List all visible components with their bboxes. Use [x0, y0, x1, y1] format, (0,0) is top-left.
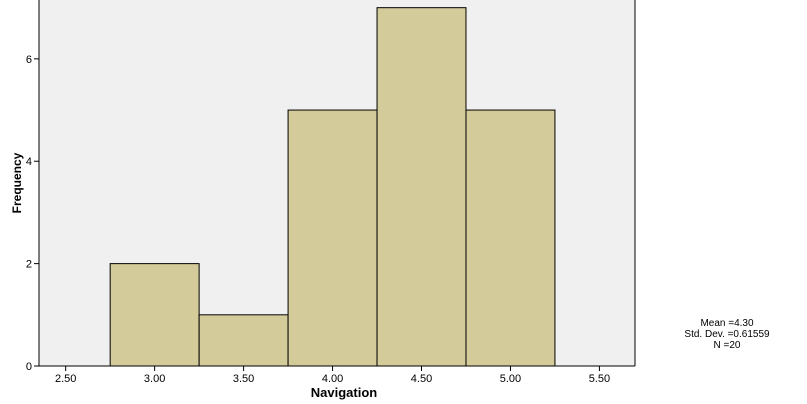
- std-dev-stat: Std. Dev. =0.61559: [684, 329, 770, 340]
- mean-stat: Mean =4.30: [700, 318, 754, 329]
- x-tick-label: 5.00: [500, 373, 521, 385]
- histogram-bar-3: [287, 109, 378, 367]
- x-tick-label: 3.50: [233, 373, 254, 385]
- stats-panel: Mean =4.30 Std. Dev. =0.61559 N =20: [657, 318, 797, 351]
- x-tick-label: 4.50: [411, 373, 432, 385]
- y-tick-label: 2: [26, 259, 32, 271]
- y-tick-label: 0: [26, 361, 32, 373]
- histogram-bar-5: [465, 109, 556, 367]
- y-tick-label: 6: [26, 54, 32, 66]
- histogram-bar-4: [376, 7, 467, 367]
- histogram-bar-2: [198, 314, 289, 367]
- histogram-bar-1: [109, 263, 200, 367]
- y-axis-title: Frequency: [10, 152, 24, 213]
- x-axis-title: Navigation: [311, 385, 378, 400]
- x-tick-label: 5.50: [589, 373, 610, 385]
- n-stat: N =20: [713, 340, 741, 351]
- x-tick-label: 4.00: [322, 373, 343, 385]
- x-tick-label: 3.00: [144, 373, 165, 385]
- y-tick-label: 4: [26, 156, 32, 168]
- x-tick-label: 2.50: [55, 373, 76, 385]
